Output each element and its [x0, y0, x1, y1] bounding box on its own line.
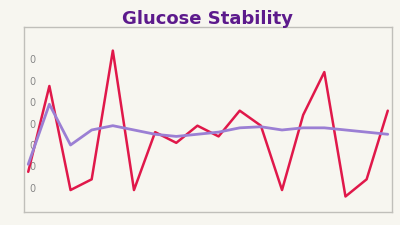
Title: Glucose Stability: Glucose Stability: [122, 10, 294, 28]
